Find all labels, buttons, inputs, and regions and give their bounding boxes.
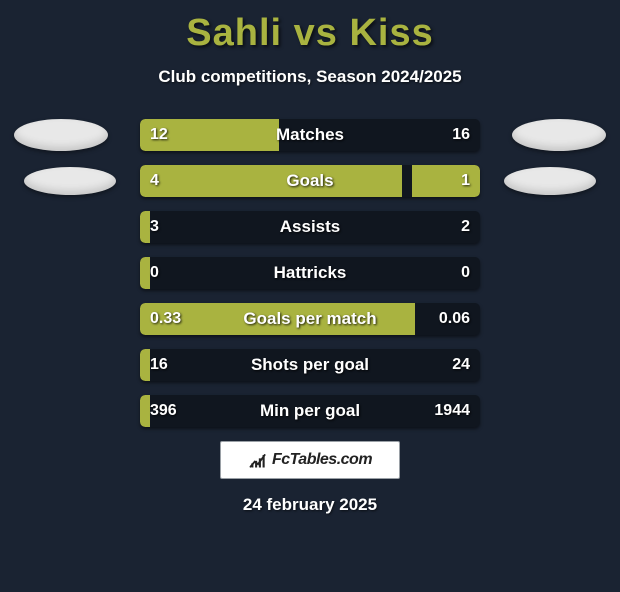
value-right: 24 [452, 356, 470, 374]
player-right-badge-2 [504, 167, 596, 195]
stat-rows: 12 Matches 16 4 Goals 1 3 Assists 2 0 Hattricks 0 0.… [140, 119, 480, 427]
metric-label: Goals [286, 171, 333, 191]
value-right: 1944 [434, 402, 470, 420]
date: 24 february 2025 [0, 495, 620, 515]
value-right: 2 [461, 218, 470, 236]
logo-text: FcTables.com [272, 451, 372, 469]
fill-left [140, 257, 150, 289]
value-left: 3 [150, 218, 159, 236]
subtitle: Club competitions, Season 2024/2025 [0, 67, 620, 87]
metric-label: Assists [280, 217, 340, 237]
chart-icon [248, 450, 268, 470]
fill-left [140, 349, 150, 381]
value-right: 16 [452, 126, 470, 144]
stat-row: 4 Goals 1 [140, 165, 480, 197]
value-right: 0 [461, 264, 470, 282]
stat-row: 396 Min per goal 1944 [140, 395, 480, 427]
player-left-badge-2 [24, 167, 116, 195]
value-left: 396 [150, 402, 177, 420]
metric-label: Goals per match [243, 309, 376, 329]
stat-row: 3 Assists 2 [140, 211, 480, 243]
value-left: 0.33 [150, 310, 181, 328]
site-logo[interactable]: FcTables.com [220, 441, 400, 479]
stat-row: 0 Hattricks 0 [140, 257, 480, 289]
metric-label: Shots per goal [251, 355, 369, 375]
value-left: 4 [150, 172, 159, 190]
player-right-badge-1 [512, 119, 606, 151]
metric-label: Min per goal [260, 401, 360, 421]
fill-left [140, 165, 402, 197]
fill-left [140, 211, 150, 243]
stat-row: 12 Matches 16 [140, 119, 480, 151]
value-left: 16 [150, 356, 168, 374]
stat-row: 16 Shots per goal 24 [140, 349, 480, 381]
fill-left [140, 395, 150, 427]
value-right: 0.06 [439, 310, 470, 328]
stat-row: 0.33 Goals per match 0.06 [140, 303, 480, 335]
metric-label: Matches [276, 125, 344, 145]
comparison-chart: 12 Matches 16 4 Goals 1 3 Assists 2 0 Hattricks 0 0.… [0, 119, 620, 427]
metric-label: Hattricks [274, 263, 347, 283]
value-left: 12 [150, 126, 168, 144]
value-right: 1 [461, 172, 470, 190]
player-left-badge-1 [14, 119, 108, 151]
page-title: Sahli vs Kiss [0, 12, 620, 55]
value-left: 0 [150, 264, 159, 282]
